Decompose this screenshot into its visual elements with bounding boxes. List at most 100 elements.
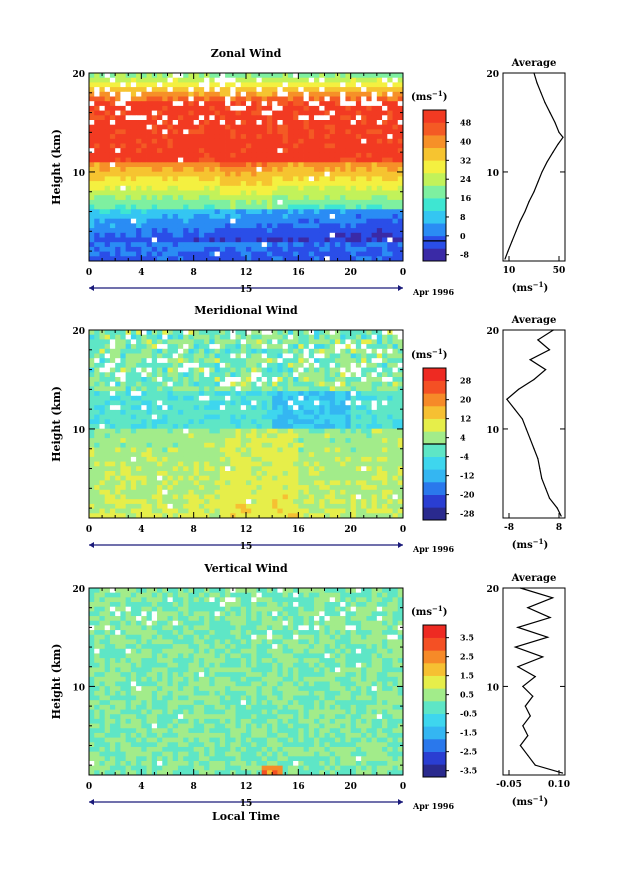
heatmap-cell xyxy=(387,344,393,350)
heatmap-cell xyxy=(366,129,372,135)
heatmap-cell xyxy=(146,358,153,364)
heatmap-cell xyxy=(319,143,325,149)
heatmap-cell xyxy=(204,181,210,187)
heatmap-cell xyxy=(350,358,357,364)
heatmap-cell xyxy=(141,330,147,336)
heatmap-cell xyxy=(136,251,142,257)
heatmap-cell xyxy=(167,405,174,411)
heatmap-cell xyxy=(397,377,404,383)
heatmap-cell xyxy=(99,456,106,462)
heatmap-cell xyxy=(235,124,242,130)
heatmap-cell xyxy=(209,503,215,509)
heatmap-cell xyxy=(151,176,158,182)
heatmap-cell xyxy=(324,442,331,448)
heatmap-cell xyxy=(188,339,195,345)
heatmap-cell xyxy=(188,120,195,126)
heatmap-cell xyxy=(314,246,320,252)
heatmap-cell xyxy=(371,96,378,102)
heatmap-cell xyxy=(214,452,221,458)
heatmap-cell xyxy=(240,419,247,425)
heatmap-cell xyxy=(324,508,331,514)
heatmap-cell xyxy=(219,110,226,116)
heatmap-cell xyxy=(167,489,174,495)
heatmap-cell xyxy=(235,246,242,252)
heatmap-cell xyxy=(355,414,362,420)
heatmap-cell xyxy=(225,181,231,187)
heatmap-cell xyxy=(157,456,163,462)
heatmap-cell xyxy=(340,452,346,458)
heatmap-cell xyxy=(125,456,132,462)
heatmap-cell xyxy=(282,419,289,425)
heatmap-cell xyxy=(198,77,205,83)
heatmap-cell xyxy=(146,167,153,173)
heatmap-cell xyxy=(376,204,383,210)
heatmap-cell xyxy=(125,199,132,205)
heatmap-cell xyxy=(219,124,226,130)
heatmap-cell xyxy=(130,96,137,102)
heatmap-cell xyxy=(151,424,158,430)
heatmap-cell xyxy=(230,428,236,434)
heatmap-cell xyxy=(371,101,378,107)
heatmap-cell xyxy=(130,87,137,93)
heatmap-cell xyxy=(334,386,341,392)
heatmap-cell xyxy=(99,162,106,168)
heatmap-cell xyxy=(314,372,320,378)
heatmap-cell xyxy=(240,134,247,140)
heatmap-cell xyxy=(177,344,184,350)
heatmap-cell xyxy=(120,334,127,340)
heatmap-cell xyxy=(177,424,184,430)
heatmap-cell xyxy=(230,162,236,168)
heatmap-cell xyxy=(89,171,95,177)
heatmap-cell xyxy=(230,96,236,102)
heatmap-cell xyxy=(303,452,310,458)
heatmap-cell xyxy=(225,405,231,411)
heatmap-cell xyxy=(240,232,247,238)
heatmap-cell xyxy=(319,414,325,420)
heatmap-cell xyxy=(94,209,100,215)
heatmap-cell xyxy=(371,242,378,248)
heatmap-cell xyxy=(141,475,147,481)
heatmap-cell xyxy=(162,433,168,439)
heatmap-cell xyxy=(361,218,367,224)
heatmap-cell xyxy=(319,115,325,121)
heatmap-cell xyxy=(293,348,299,354)
heatmap-cell xyxy=(371,218,378,224)
heatmap-cell xyxy=(219,461,226,467)
heatmap-cell xyxy=(225,330,231,336)
heatmap-cell xyxy=(151,471,158,477)
heatmap-cell xyxy=(230,181,236,187)
heatmap-cell xyxy=(130,489,137,495)
heatmap-cell xyxy=(167,223,174,229)
heatmap-cell xyxy=(193,391,200,397)
heatmap-cell xyxy=(188,162,195,168)
heatmap-cell xyxy=(392,228,399,234)
heatmap-cell xyxy=(219,475,226,481)
heatmap-cell xyxy=(261,77,268,83)
heatmap-cell xyxy=(209,400,215,406)
heatmap-cell xyxy=(355,195,362,201)
heatmap-cell xyxy=(376,400,383,406)
heatmap-cell xyxy=(345,115,352,121)
heatmap-cell xyxy=(361,348,367,354)
heatmap-cell xyxy=(120,503,127,509)
heatmap-cell xyxy=(198,348,205,354)
heatmap-cell xyxy=(334,348,341,354)
heatmap-cell xyxy=(235,391,242,397)
heatmap-cell xyxy=(115,339,121,345)
heatmap-cell xyxy=(89,246,95,252)
heatmap-cell xyxy=(104,428,111,434)
heatmap-cell xyxy=(345,190,352,196)
heatmap-cell xyxy=(298,120,304,126)
heatmap-cell xyxy=(340,91,346,97)
heatmap-cell xyxy=(167,120,174,126)
heatmap-cell xyxy=(246,195,252,201)
heatmap-cell xyxy=(151,405,158,411)
heatmap-cell xyxy=(277,471,284,477)
heatmap-cell xyxy=(204,105,210,111)
heatmap-cell xyxy=(277,442,284,448)
heatmap-cell xyxy=(355,358,362,364)
heatmap-cell xyxy=(209,176,215,182)
heatmap-cell xyxy=(397,124,404,130)
heatmap-cell xyxy=(162,73,168,79)
heatmap-cell xyxy=(282,96,289,102)
